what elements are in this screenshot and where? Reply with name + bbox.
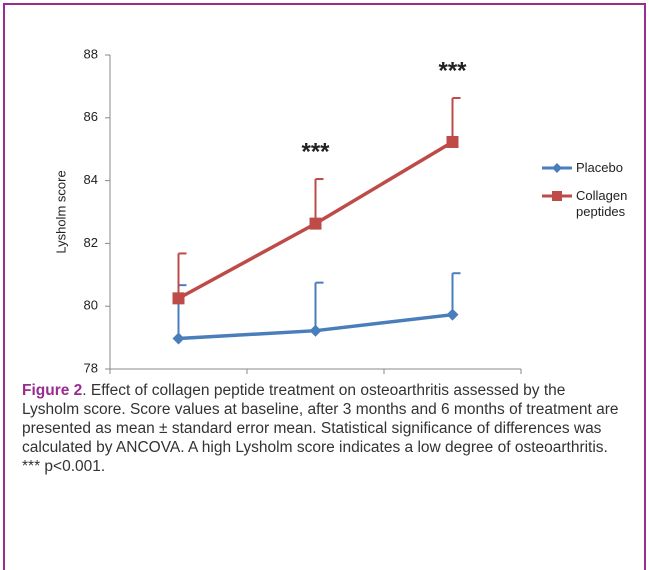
y-tick-label: 82 xyxy=(84,235,98,250)
legend-swatch xyxy=(542,191,572,201)
marker xyxy=(309,324,322,337)
caption-label: Figure 2 xyxy=(22,382,83,399)
legend-label: Collagen peptides xyxy=(576,188,628,219)
marker xyxy=(172,292,185,305)
y-tick-label: 86 xyxy=(84,109,98,124)
y-tick-label: 78 xyxy=(84,360,98,375)
x-tick-label: 6 months xyxy=(426,378,480,380)
marker xyxy=(446,135,459,148)
significance-label: *** xyxy=(438,57,467,84)
error-bar xyxy=(451,272,461,315)
error-bar xyxy=(177,252,187,299)
marker xyxy=(172,332,185,345)
frame xyxy=(3,3,646,570)
significance-label: *** xyxy=(301,138,330,165)
legend-item: Collagen peptides xyxy=(540,188,640,220)
error-bar xyxy=(451,97,461,142)
x-tick-label: Baseline xyxy=(154,378,204,380)
y-tick-label: 88 xyxy=(84,46,98,61)
chart: Lysholm score 78 80 82 84 86 88 Baseline 3 mont… xyxy=(53,46,522,380)
legend-marker xyxy=(552,191,562,201)
y-tick-label: 80 xyxy=(84,298,98,313)
caption: Figure 2. Effect of collagen peptide tre… xyxy=(22,381,622,476)
legend: Placebo Collagen peptides xyxy=(540,160,640,232)
legend-item: Placebo xyxy=(540,160,640,176)
legend-swatch xyxy=(542,163,572,173)
marker xyxy=(446,308,459,321)
error-bar xyxy=(314,281,324,331)
y-tick-label: 84 xyxy=(84,172,98,187)
caption-text: . Effect of collagen peptide treatment o… xyxy=(22,382,619,475)
legend-label: Placebo xyxy=(576,160,623,175)
marker xyxy=(309,217,322,230)
y-axis-label: Lysholm score xyxy=(53,170,68,253)
x-tick-label: 3 months xyxy=(289,378,343,380)
legend-marker xyxy=(552,163,562,173)
error-bar xyxy=(314,178,324,224)
